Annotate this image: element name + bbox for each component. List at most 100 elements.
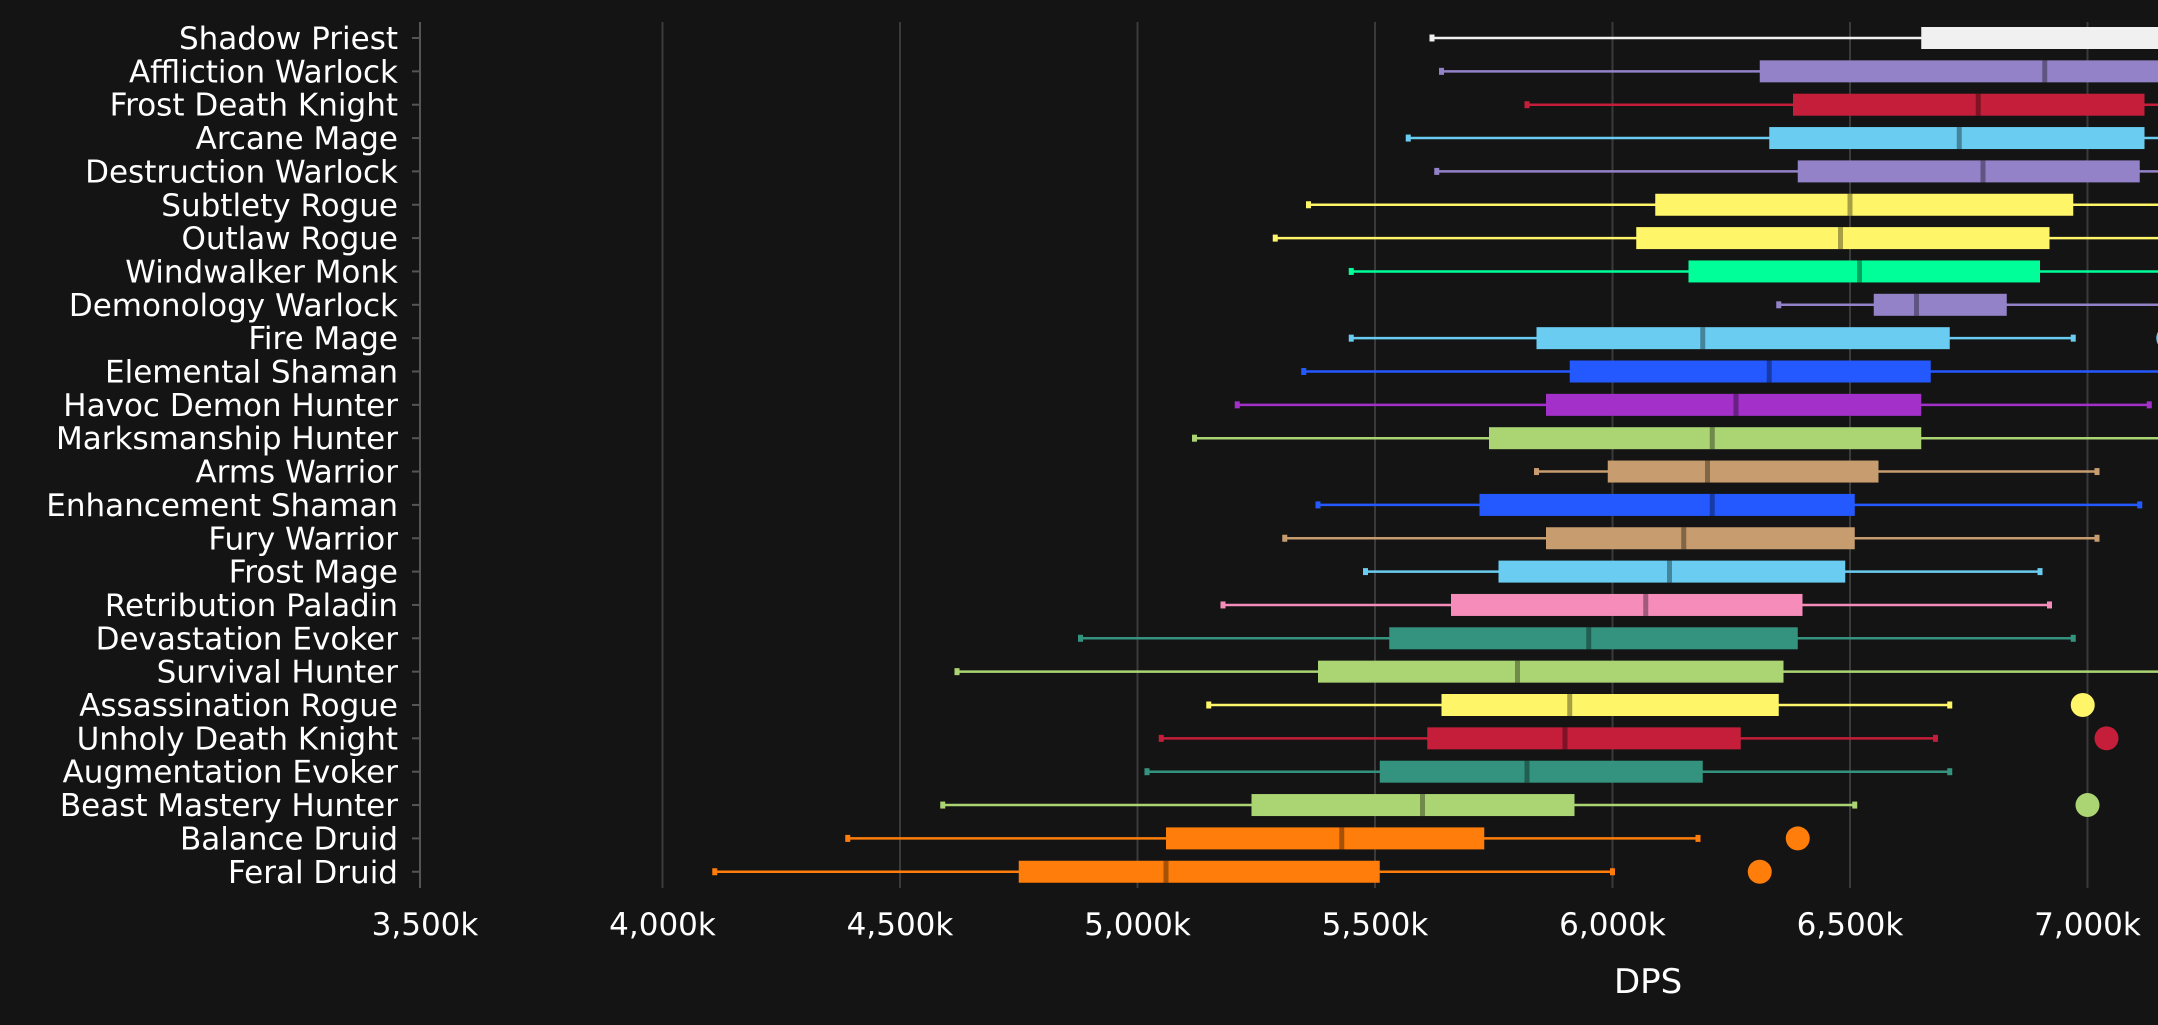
whisker-min-cap (1316, 501, 1321, 508)
whisker-min-cap (1525, 101, 1530, 108)
whisker-max-cap (2137, 501, 2142, 508)
median-marker (1705, 461, 1710, 483)
whisker-max-cap (2047, 601, 2052, 608)
box-group (1349, 326, 2158, 350)
box-group (1316, 493, 2158, 517)
iqr-box (1166, 827, 1484, 849)
box-group (1439, 59, 2158, 83)
whisker-min-cap (1349, 335, 1354, 342)
median-marker (1667, 561, 1672, 583)
whisker-min-cap (1145, 768, 1150, 775)
whisker-min-cap (1776, 301, 1781, 308)
whisker-min-cap (940, 802, 945, 809)
median-marker (1976, 94, 1981, 116)
whisker-min-cap (1235, 401, 1240, 408)
median-marker (1981, 160, 1986, 182)
iqr-box (1760, 60, 2158, 82)
median-marker (1525, 761, 1530, 783)
category-label: Windwalker Monk (125, 254, 398, 290)
category-label: Beast Mastery Hunter (60, 788, 398, 824)
x-tick-label: 4,500k (847, 907, 954, 943)
iqr-box (1019, 861, 1380, 883)
median-marker (1563, 727, 1568, 749)
whisker-max-cap (2071, 635, 2076, 642)
max-point (2071, 693, 2095, 717)
category-label: Feral Druid (228, 855, 398, 891)
median-marker (1681, 527, 1686, 549)
box-group (955, 660, 2158, 684)
box-group (940, 793, 2099, 817)
whisker-min-cap (1406, 135, 1411, 142)
whisker-min-cap (955, 668, 960, 675)
x-tick-label: 7,000k (2034, 907, 2141, 943)
box-group (1145, 760, 2158, 784)
iqr-box (1793, 94, 2145, 116)
box-group (1301, 360, 2158, 384)
median-marker (1857, 260, 1862, 282)
whisker-min-cap (1430, 35, 1435, 42)
whisker-min-cap (1534, 468, 1539, 475)
x-tick-label: 3,500k (372, 907, 479, 943)
y-axis (412, 22, 420, 888)
whisker-min-cap (712, 868, 717, 875)
category-label: Demonology Warlock (69, 288, 398, 324)
category-label: Balance Druid (180, 821, 398, 857)
iqr-box (1608, 461, 1879, 483)
median-marker (1848, 194, 1853, 216)
whisker-min-cap (1159, 735, 1164, 742)
box-group (1525, 93, 2158, 117)
whisker-max-cap (2038, 568, 2043, 575)
iqr-box (1655, 194, 2073, 216)
box-group (1282, 526, 2158, 550)
category-label: Devastation Evoker (96, 621, 399, 657)
box-group (1430, 26, 2158, 50)
iqr-box (1921, 27, 2158, 49)
median-marker (2042, 60, 2047, 82)
median-marker (1700, 327, 1705, 349)
iqr-box (1874, 294, 2007, 316)
category-label: Fire Mage (248, 321, 398, 357)
max-point (1786, 826, 1810, 850)
whisker-max-cap (2071, 335, 2076, 342)
category-label: Affliction Warlock (129, 54, 398, 90)
whisker-min-cap (1439, 68, 1444, 75)
box-group (1349, 259, 2158, 283)
whisker-min-cap (845, 835, 850, 842)
iqr-box (1318, 661, 1784, 683)
box-group (1534, 460, 2158, 484)
category-label: Frost Death Knight (110, 88, 398, 124)
box-group (1306, 193, 2158, 217)
whisker-min-cap (1306, 201, 1311, 208)
box-group (1206, 693, 2095, 717)
category-label: Assassination Rogue (79, 688, 398, 724)
iqr-box (1570, 361, 1931, 383)
category-label: Retribution Paladin (105, 588, 398, 624)
iqr-box (1442, 694, 1779, 716)
x-tick-label: 5,500k (1322, 907, 1429, 943)
category-label: Destruction Warlock (85, 154, 398, 190)
category-label: Frost Mage (229, 555, 398, 591)
iqr-box (1480, 494, 1855, 516)
category-label: Marksmanship Hunter (56, 421, 398, 457)
max-point (1748, 860, 1772, 884)
median-marker (1838, 227, 1843, 249)
median-marker (1420, 794, 1425, 816)
whisker-min-cap (1078, 635, 1083, 642)
box-group (1078, 626, 2158, 650)
whisker-min-cap (1349, 268, 1354, 275)
whisker-min-cap (1273, 235, 1278, 242)
category-label: Outlaw Rogue (181, 221, 398, 257)
category-label: Shadow Priest (179, 21, 398, 57)
median-marker (1164, 861, 1169, 883)
box-group (1235, 393, 2158, 417)
box-group (1363, 560, 2158, 584)
whisker-max-cap (1696, 835, 1701, 842)
category-label: Enhancement Shaman (46, 488, 398, 524)
box-group (1221, 593, 2158, 617)
whisker-max-cap (2147, 401, 2152, 408)
median-marker (1567, 694, 1572, 716)
box-series (712, 26, 2158, 884)
